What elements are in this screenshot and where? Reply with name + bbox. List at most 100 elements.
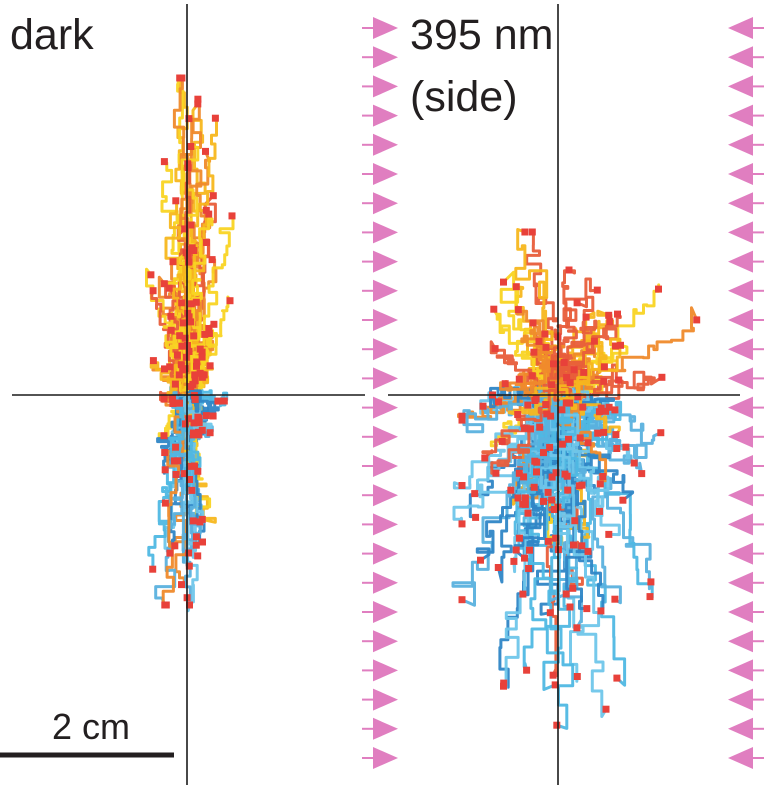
trajectory-endpoint — [160, 158, 168, 166]
trajectory-endpoint — [512, 546, 520, 554]
trajectory-endpoint — [170, 457, 178, 465]
trajectory-endpoint — [166, 363, 174, 371]
light-arrows — [362, 17, 764, 769]
triangle-arrow-icon — [728, 717, 753, 740]
trajectory-endpoint — [528, 228, 536, 236]
trajectory-endpoint — [147, 271, 155, 279]
trajectory-endpoint — [541, 330, 549, 338]
trajectory-endpoint — [206, 429, 214, 437]
trajectory-endpoint — [196, 518, 204, 526]
panel-label-side: (side) — [410, 73, 518, 121]
trajectory-endpoint — [169, 395, 176, 403]
trajectory-endpoint — [613, 674, 621, 682]
trajectory-endpoint — [565, 266, 573, 274]
trajectory-endpoint — [512, 283, 520, 291]
triangle-arrow-icon — [728, 513, 753, 536]
trajectory-endpoint — [571, 517, 579, 525]
trajectory-endpoint — [198, 348, 206, 356]
trajectory-endpoint — [161, 499, 169, 507]
trajectory-endpoint — [622, 443, 630, 451]
trajectory-endpoint — [543, 410, 551, 418]
triangle-arrow-icon — [373, 46, 398, 69]
trajectory-endpoint — [566, 603, 574, 611]
trajectory-endpoint — [597, 404, 605, 412]
triangle-arrow-icon — [728, 571, 753, 594]
triangle-arrow-icon — [373, 717, 398, 740]
trajectory-endpoint — [206, 362, 214, 370]
triangle-arrow-icon — [373, 75, 398, 98]
trajectory-endpoint — [529, 319, 537, 327]
trajectory-endpoint — [605, 311, 613, 319]
trajectory-endpoint — [209, 192, 217, 200]
trajectory-endpoint — [521, 228, 529, 236]
triangle-arrow-icon — [373, 747, 398, 769]
trajectory-endpoint — [458, 520, 466, 528]
triangle-arrow-icon — [373, 542, 398, 565]
trajectory-endpoint — [191, 371, 199, 379]
trajectory-endpoint — [201, 330, 209, 338]
trajectory-endpoint — [525, 565, 533, 572]
trajectory-endpoint — [524, 509, 532, 517]
trajectory-endpoint — [181, 225, 189, 233]
trajectory-endpoint — [192, 541, 200, 549]
triangle-arrow-icon — [373, 571, 398, 594]
trajectory-endpoint — [202, 206, 210, 214]
trajectory-endpoint — [181, 365, 189, 373]
trajectory-endpoint — [209, 412, 217, 420]
trajectory-endpoint — [172, 197, 180, 205]
trajectory-endpoint — [178, 299, 186, 307]
trajectory-endpoint — [526, 546, 533, 554]
trajectory-endpoint — [619, 496, 627, 504]
trajectory — [179, 327, 215, 397]
trajectory-endpoint — [160, 280, 168, 288]
trajectory-endpoint — [579, 403, 587, 411]
trajectory-endpoint — [544, 537, 552, 545]
trajectory-endpoint — [194, 467, 202, 475]
trajectory-endpoint — [528, 372, 536, 380]
trajectory-endpoint — [515, 534, 523, 542]
triangle-arrow-icon — [728, 455, 753, 477]
triangle-arrow-icon — [728, 630, 753, 653]
trajectory-endpoint — [693, 316, 701, 324]
trajectory-endpoint — [189, 517, 197, 525]
trajectory-endpoint — [167, 312, 175, 320]
trajectory-endpoint — [187, 221, 195, 229]
trajectory-endpoint — [547, 412, 555, 420]
trajectory-endpoint — [546, 609, 554, 617]
panel-label-395nm: 395 nm — [410, 11, 554, 59]
triangle-arrow-icon — [373, 688, 398, 711]
trajectory-endpoint — [570, 541, 577, 549]
trajectory-endpoint — [188, 244, 196, 252]
trajectory-endpoint — [590, 337, 598, 345]
trajectory-endpoint — [181, 334, 189, 342]
trajectory-endpoint — [515, 469, 523, 477]
trajectory-endpoint — [205, 210, 213, 218]
trajectory-endpoint — [177, 361, 185, 369]
trajectory-endpoint — [202, 147, 209, 155]
trajectory-endpoint — [542, 401, 550, 408]
triangle-arrow-icon — [373, 338, 398, 361]
trajectory-endpoint — [584, 547, 592, 555]
trajectory-endpoint — [172, 471, 180, 478]
trajectory-endpoint — [564, 486, 572, 494]
trajectory-endpoint — [597, 607, 605, 615]
trajectory-endpoint — [199, 538, 206, 546]
trajectory-endpoint — [520, 424, 528, 432]
trajectory-endpoint — [514, 411, 522, 418]
trajectory-endpoint — [578, 542, 586, 550]
trajectory-endpoint — [187, 300, 195, 308]
trajectory — [552, 306, 699, 402]
trajectory-endpoint — [184, 415, 192, 423]
trajectory-endpoint — [188, 486, 196, 494]
trajectory-endpoint — [176, 332, 184, 340]
trajectory-endpoint — [187, 143, 195, 150]
trajectory-endpoint — [530, 483, 538, 491]
trajectory-endpoint — [178, 581, 185, 589]
trajectory-endpoint — [193, 362, 200, 370]
trajectory-endpoint — [189, 380, 197, 388]
trajectory-endpoint — [181, 420, 189, 428]
trajectory-endpoint — [194, 100, 202, 108]
trajectory — [556, 390, 608, 483]
triangle-arrow-icon — [373, 630, 398, 653]
trajectory-endpoint — [195, 419, 203, 427]
